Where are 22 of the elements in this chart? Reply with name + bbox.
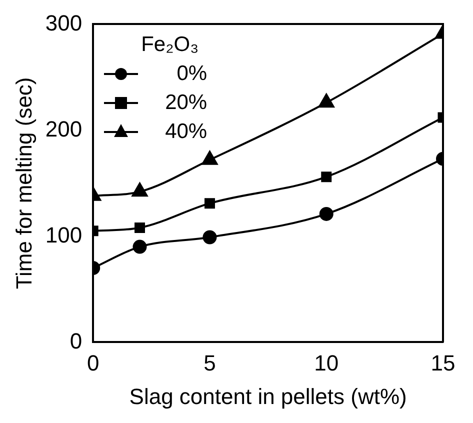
legend-title: Fe₂O₃ — [140, 32, 200, 58]
legend-label: 40% — [164, 119, 208, 146]
x-tick-label: 0 — [86, 350, 100, 376]
legend-label: 0% — [176, 61, 208, 88]
y-tick-label: 200 — [45, 116, 82, 142]
y-tick-label: 300 — [45, 10, 82, 36]
y-tick-label: 0 — [70, 328, 82, 354]
point — [204, 198, 215, 209]
x-tick-label: 15 — [430, 350, 456, 376]
point — [202, 230, 217, 244]
point — [319, 206, 334, 221]
x-tick-label: 10 — [314, 350, 339, 376]
y-axis-title: Time for melting (sec) — [11, 77, 36, 290]
point — [132, 182, 148, 197]
x-axis-title: Slag content in pellets (wt%) — [129, 384, 407, 409]
point — [202, 150, 218, 165]
y-tick-label: 100 — [45, 222, 82, 248]
x-tick-label: 5 — [204, 350, 216, 376]
point — [132, 240, 147, 254]
point — [134, 222, 145, 233]
legend-label: 20% — [164, 90, 208, 116]
point — [318, 94, 334, 108]
